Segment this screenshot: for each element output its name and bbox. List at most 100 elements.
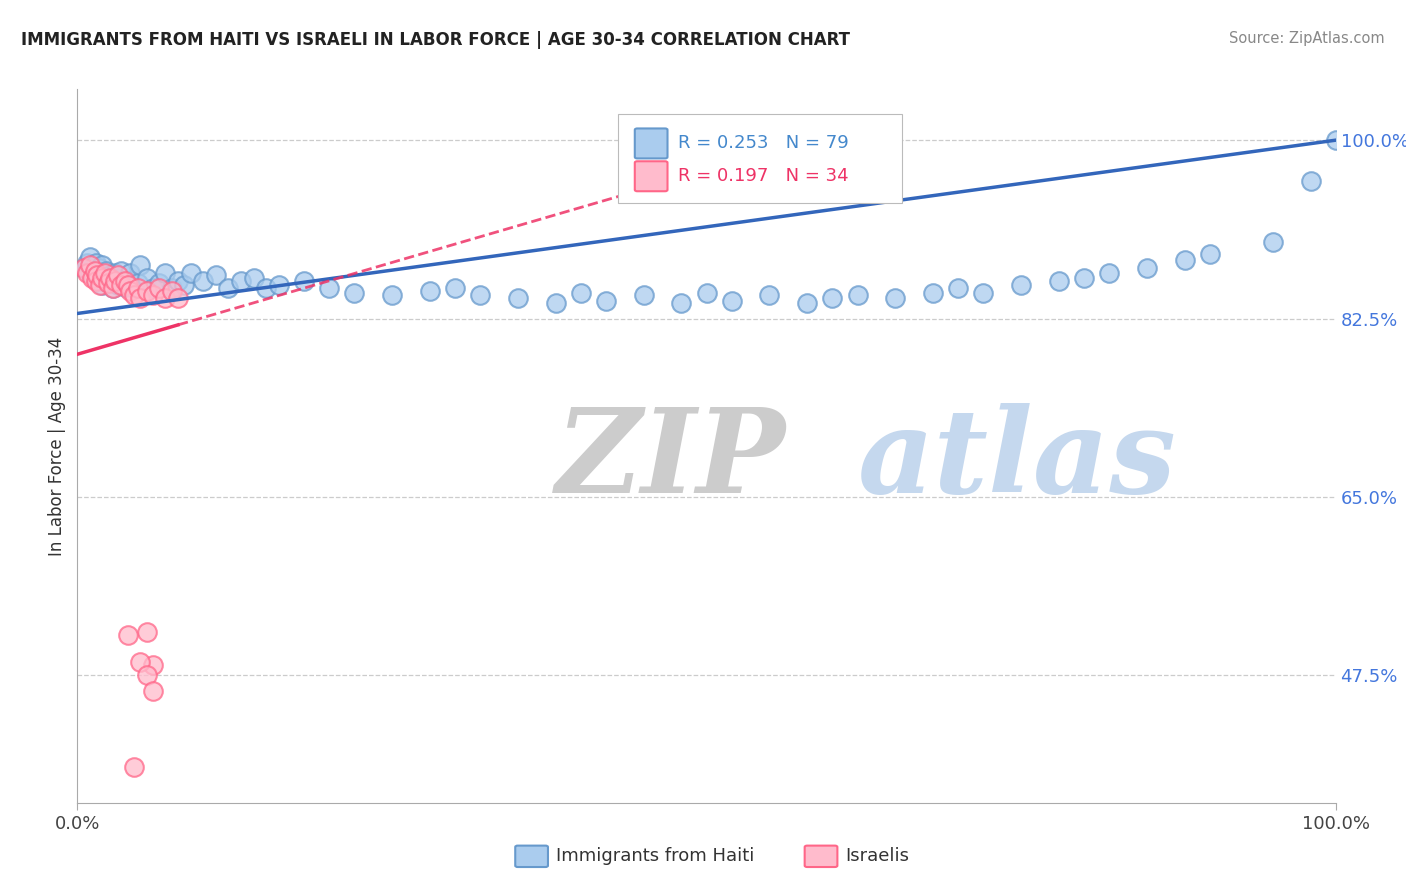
Point (1073, 270, 1095, 285)
Point (167, 291, 190, 305)
Point (229, 274, 252, 288)
Point (90, 268, 112, 282)
Point (948, 281, 970, 295)
Point (117, 277, 139, 292)
Point (122, 760, 145, 774)
Point (97, 276, 120, 290)
Point (1199, 247, 1222, 261)
Point (135, 270, 157, 285)
Point (104, 266, 127, 280)
Point (468, 288, 491, 302)
Point (569, 286, 592, 301)
Text: R = 0.253   N = 79: R = 0.253 N = 79 (678, 135, 848, 153)
Point (444, 281, 467, 295)
Point (79, 266, 101, 280)
Point (155, 266, 177, 280)
Point (117, 274, 139, 288)
Y-axis label: In Labor Force | Age 30-34: In Labor Force | Age 30-34 (48, 336, 66, 556)
Point (79, 258, 101, 272)
Point (79, 251, 101, 265)
Point (506, 291, 529, 305)
Point (72, 260, 94, 275)
Point (104, 274, 127, 288)
Point (846, 288, 869, 302)
Point (129, 291, 152, 305)
Point (148, 276, 170, 290)
Point (160, 281, 183, 295)
Point (1324, 133, 1347, 147)
Point (135, 624, 157, 639)
Point (142, 281, 165, 295)
Point (671, 296, 693, 310)
Point (84, 263, 107, 277)
Point (1136, 260, 1159, 275)
Point (89, 277, 111, 292)
Point (107, 268, 129, 282)
Point (98, 268, 121, 282)
Point (96, 276, 118, 290)
Point (87, 260, 110, 275)
Point (91, 270, 114, 285)
Point (633, 288, 655, 302)
Point (267, 277, 290, 292)
Point (180, 266, 202, 280)
Point (318, 281, 340, 295)
FancyBboxPatch shape (634, 161, 668, 191)
Point (142, 658, 165, 673)
FancyBboxPatch shape (515, 846, 548, 867)
Point (135, 668, 157, 682)
Point (696, 286, 718, 301)
Point (922, 286, 945, 301)
Point (91, 258, 114, 272)
Text: R = 0.197   N = 34: R = 0.197 N = 34 (678, 168, 848, 186)
Point (142, 683, 165, 698)
Point (86, 266, 108, 280)
Point (191, 274, 215, 288)
Point (135, 284, 157, 298)
Point (84, 263, 107, 277)
Point (217, 281, 239, 295)
Point (1010, 277, 1032, 292)
Point (94, 266, 117, 280)
Point (720, 294, 742, 309)
Point (84, 274, 107, 288)
Point (292, 274, 315, 288)
Point (110, 277, 132, 292)
Point (101, 281, 124, 295)
Point (104, 274, 127, 288)
Point (343, 286, 366, 301)
Point (1299, 174, 1322, 188)
Point (160, 284, 183, 298)
FancyBboxPatch shape (619, 114, 901, 203)
Text: IMMIGRANTS FROM HAITI VS ISRAELI IN LABOR FORCE | AGE 30-34 CORRELATION CHART: IMMIGRANTS FROM HAITI VS ISRAELI IN LABO… (21, 31, 851, 49)
Point (758, 288, 780, 302)
Point (148, 281, 170, 295)
Point (242, 270, 264, 285)
Point (76, 266, 98, 280)
Point (110, 263, 132, 277)
Point (167, 274, 190, 288)
FancyBboxPatch shape (634, 128, 668, 159)
Point (204, 268, 226, 282)
Point (86, 268, 108, 282)
Point (82, 260, 104, 275)
Point (155, 291, 177, 305)
Point (107, 277, 129, 292)
Point (82, 270, 104, 285)
Text: ZIP: ZIP (555, 403, 786, 517)
Point (127, 276, 149, 290)
Point (76, 255, 98, 269)
Point (595, 294, 617, 309)
Text: Israelis: Israelis (845, 847, 908, 865)
Point (129, 258, 152, 272)
Point (419, 284, 441, 298)
Point (114, 274, 136, 288)
Point (84, 270, 107, 285)
Point (821, 291, 844, 305)
Text: Immigrants from Haiti: Immigrants from Haiti (555, 847, 754, 865)
Text: Source: ZipAtlas.com: Source: ZipAtlas.com (1229, 31, 1385, 46)
Text: atlas: atlas (858, 403, 1177, 517)
Point (1261, 235, 1284, 249)
Point (122, 281, 145, 295)
Point (98, 270, 121, 285)
